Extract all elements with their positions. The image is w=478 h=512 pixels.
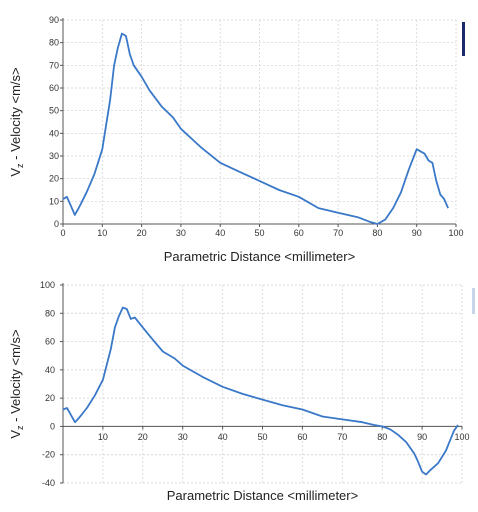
- y-tick-label: 80: [45, 308, 55, 318]
- x-tick-label: 80: [372, 228, 382, 238]
- x-tick-label: 30: [178, 432, 188, 442]
- y-tick-label: -40: [42, 478, 55, 488]
- x-tick-label: 70: [337, 432, 347, 442]
- y-tick-label: 20: [49, 174, 59, 184]
- x-axis-label: Parametric Distance <millimeter>: [164, 249, 355, 264]
- y-tick-label: 10: [49, 196, 59, 206]
- x-tick-label: 90: [412, 228, 422, 238]
- x-tick-label: 20: [138, 432, 148, 442]
- y-tick-label: 0: [54, 219, 59, 229]
- y-tick-label: 20: [45, 393, 55, 403]
- y-axis-label: Vz - Velocity <m/s>: [8, 67, 25, 176]
- x-axis-label: Parametric Distance <millimeter>: [167, 488, 358, 503]
- x-tick-label: 90: [417, 432, 427, 442]
- legend-marker: [462, 22, 465, 56]
- x-tick-label: 100: [454, 432, 469, 442]
- x-tick-label: 0: [60, 228, 65, 238]
- legend-marker-faint: [472, 288, 475, 314]
- chart-1: 0 10 20 30 40 50 60 70 80 90 0 10 20 30 40 50 60 70 80 90 10…: [8, 15, 464, 264]
- x-tick-label: 10: [97, 228, 107, 238]
- series-line-1: [62, 306, 459, 476]
- y-tick-label: 50: [49, 106, 59, 116]
- x-tick-label: 50: [257, 432, 267, 442]
- x-tick-label: 40: [218, 432, 228, 442]
- x-tick-label: 60: [294, 228, 304, 238]
- chart-2: 100 80 60 40 20 0 -20 -40 10 20 30 40 50 60 70 80 90 100 P…: [8, 280, 470, 503]
- x-tick-label: 100: [448, 228, 463, 238]
- y-tick-label: 60: [45, 337, 55, 347]
- x-tick-label: 70: [333, 228, 343, 238]
- x-tick-label: 10: [98, 432, 108, 442]
- x-tick-label: 30: [176, 228, 186, 238]
- y-tick-label: 40: [45, 365, 55, 375]
- y-tick-label: 60: [49, 83, 59, 93]
- y-tick-label: 90: [49, 15, 59, 25]
- x-tick-label: 20: [137, 228, 147, 238]
- y-axis-label: Vz - Velocity <m/s>: [8, 329, 25, 438]
- x-tick-label: 50: [254, 228, 264, 238]
- y-tick-label: 30: [49, 151, 59, 161]
- x-tick-label: 40: [215, 228, 225, 238]
- y-tick-label: 0: [50, 421, 55, 431]
- y-tick-label: -20: [42, 450, 55, 460]
- series-line-1: [62, 32, 449, 225]
- x-tick-label: 60: [297, 432, 307, 442]
- y-tick-label: 70: [49, 60, 59, 70]
- y-tick-label: 80: [49, 38, 59, 48]
- y-tick-label: 40: [49, 128, 59, 138]
- y-tick-label: 100: [40, 280, 55, 290]
- x-tick-label: 80: [377, 432, 387, 442]
